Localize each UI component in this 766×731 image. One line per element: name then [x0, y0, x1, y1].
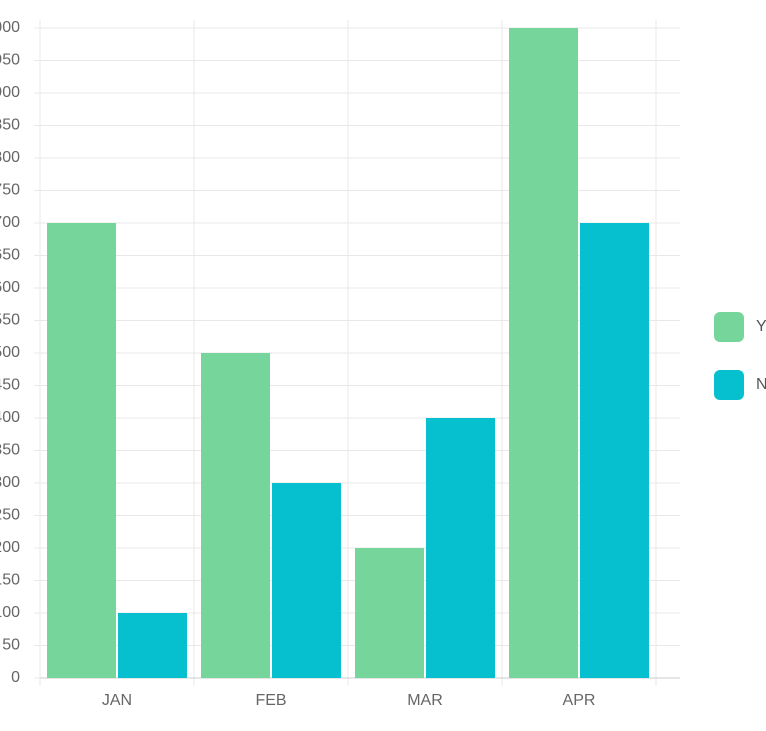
y-tick-label: 0 — [11, 669, 20, 686]
bar — [426, 418, 495, 678]
bar — [272, 483, 341, 678]
y-tick-label: 800 — [0, 149, 20, 166]
y-tick-label: 850 — [0, 117, 20, 134]
legend-label: Y — [756, 318, 766, 335]
y-tick-label: 250 — [0, 507, 20, 524]
x-tick-label: FEB — [255, 692, 286, 709]
y-tick-label: 1000 — [0, 19, 20, 36]
x-tick-label: MAR — [407, 692, 443, 709]
y-tick-label: 350 — [0, 442, 20, 459]
legend-label: N — [756, 376, 766, 393]
y-tick-label: 150 — [0, 572, 20, 589]
bar — [118, 613, 187, 678]
y-tick-label: 300 — [0, 474, 20, 491]
y-tick-label: 100 — [0, 604, 20, 621]
x-tick-label: JAN — [102, 692, 132, 709]
y-tick-label: 550 — [0, 312, 20, 329]
y-tick-label: 900 — [0, 84, 20, 101]
y-tick-label: 500 — [0, 344, 20, 361]
y-tick-label: 750 — [0, 182, 20, 199]
bar — [580, 223, 649, 678]
bar — [355, 548, 424, 678]
y-tick-label: 700 — [0, 214, 20, 231]
y-tick-label: 50 — [2, 637, 20, 654]
y-tick-label: 400 — [0, 409, 20, 426]
y-tick-label: 600 — [0, 279, 20, 296]
legend-swatch — [714, 370, 744, 400]
bar — [509, 28, 578, 678]
y-tick-label: 950 — [0, 52, 20, 69]
y-tick-label: 650 — [0, 247, 20, 264]
y-tick-label: 450 — [0, 377, 20, 394]
bar — [201, 353, 270, 678]
y-tick-label: 200 — [0, 539, 20, 556]
bar — [47, 223, 116, 678]
x-tick-label: APR — [563, 692, 596, 709]
legend-swatch — [714, 312, 744, 342]
